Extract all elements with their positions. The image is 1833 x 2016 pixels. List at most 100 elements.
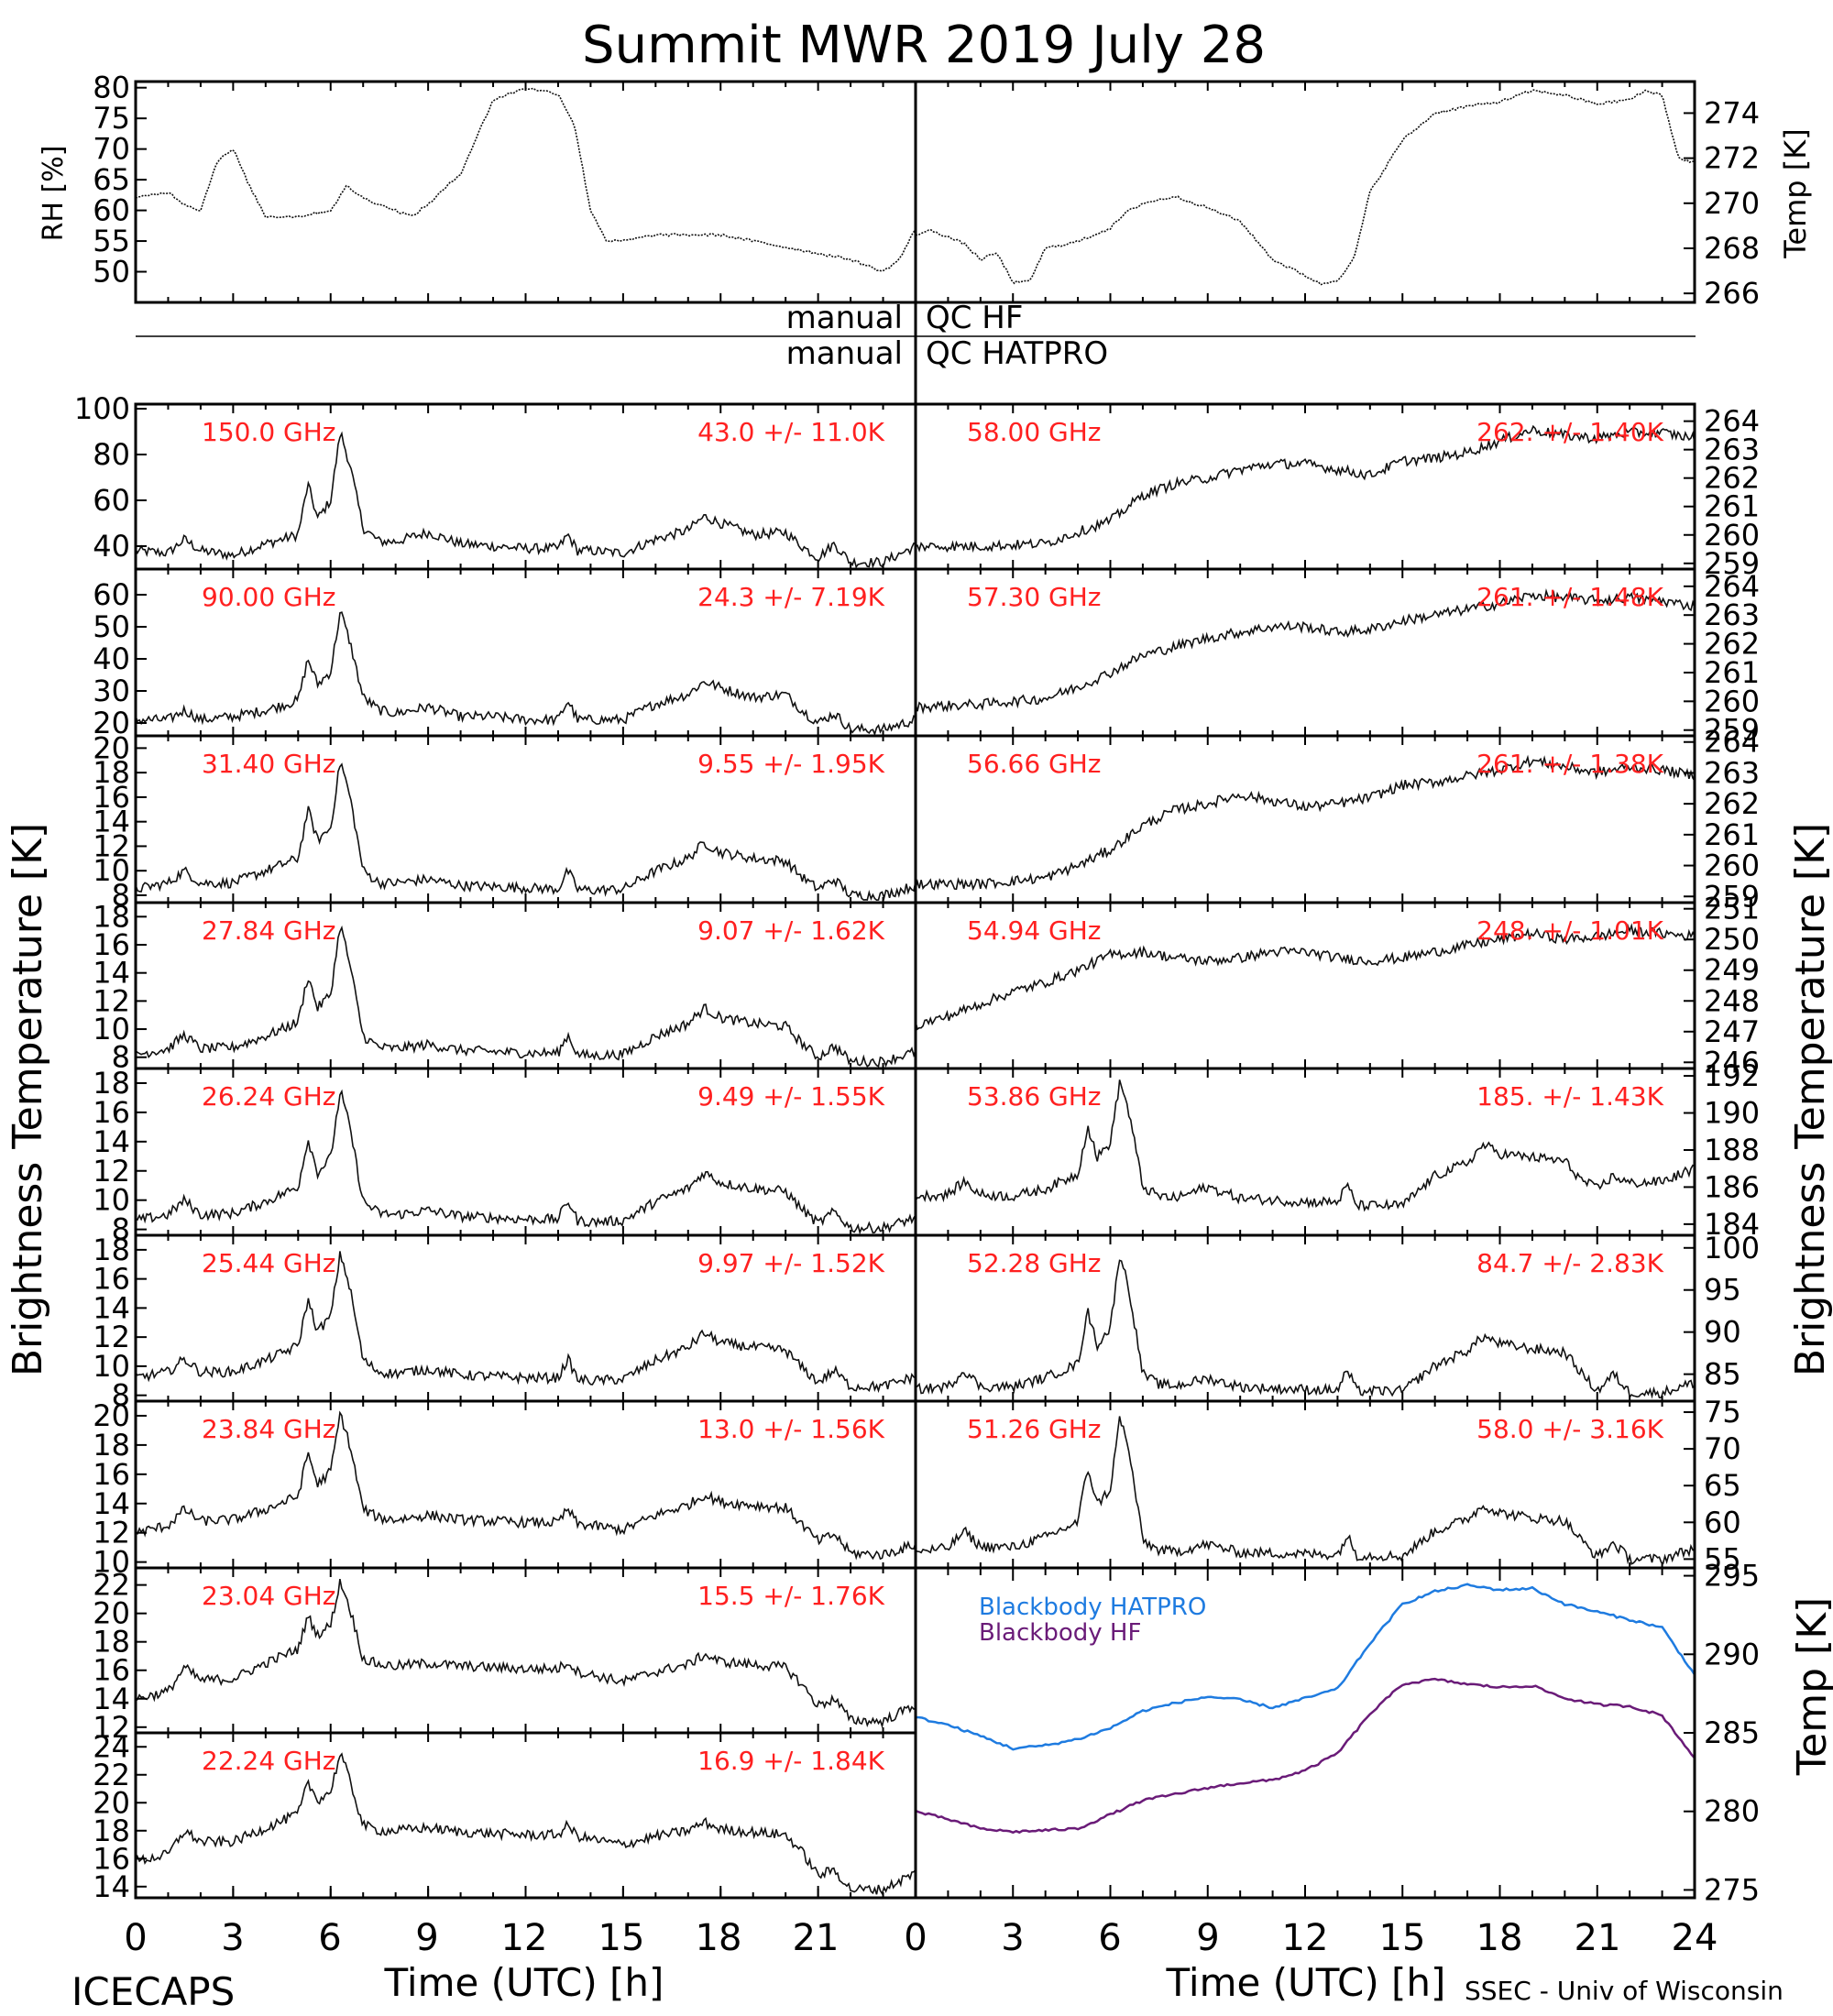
- y-tick-label: 186: [1704, 1169, 1760, 1204]
- y-tick-label: 20: [93, 1596, 130, 1631]
- y-tick-label: 18: [93, 1428, 130, 1463]
- y-tick-label: 16: [93, 1262, 130, 1297]
- x-tick-label: 0: [124, 1917, 147, 1959]
- data-trace: [135, 1089, 916, 1235]
- blackbody-line: [915, 1677, 1696, 1835]
- data-trace: [135, 1410, 916, 1561]
- y-tick-label: 14: [93, 1290, 130, 1325]
- y-tick-label: 261: [1704, 489, 1760, 524]
- data-trace: [135, 925, 916, 1068]
- channel-label: 58.00 GHz: [967, 417, 1102, 447]
- channel-label: 23.04 GHz: [202, 1581, 336, 1611]
- y-tick-label: 24: [93, 1729, 130, 1764]
- y-tick-label: 262: [1704, 627, 1760, 662]
- y-tick-label: 12: [93, 828, 130, 863]
- y-tick-label: 12: [93, 1154, 130, 1189]
- y-tick-label: 259: [1704, 546, 1760, 581]
- y-tick-label: 14: [93, 1486, 130, 1521]
- legend-label: Blackbody HATPRO: [979, 1594, 1206, 1621]
- y-tick-label: 266: [1704, 276, 1760, 311]
- channel-panel: 85 90 95 100 52.28 GHz 84.7 +/- 2.83K: [914, 1231, 1760, 1403]
- y-tick-label: 12: [93, 1320, 130, 1354]
- y-tick-label: 261: [1704, 655, 1760, 690]
- channel-label: 52.28 GHz: [967, 1248, 1102, 1278]
- y-tick-label: 10: [93, 853, 130, 888]
- data-trace: [915, 754, 1696, 892]
- y-tick-label: 275: [1704, 1872, 1760, 1907]
- y-tick-label: 60: [93, 577, 130, 612]
- channel-label: 22.24 GHz: [202, 1746, 336, 1776]
- y-tick-label: 263: [1704, 433, 1760, 467]
- y-tick-label: 90: [1704, 1315, 1741, 1350]
- y-tick-label: 246: [1704, 1045, 1760, 1079]
- y-tick-label: 260: [1704, 849, 1760, 883]
- y-tick-label: 16: [93, 780, 130, 815]
- channel-stats: 15.5 +/- 1.76K: [697, 1581, 884, 1611]
- y-tick-label: 280: [1704, 1794, 1760, 1829]
- data-trace: [135, 611, 916, 737]
- channel-label: 23.84 GHz: [202, 1414, 336, 1444]
- channel-label: 53.86 GHz: [967, 1081, 1102, 1112]
- x-tick-label: 6: [1098, 1917, 1121, 1959]
- data-trace: [135, 431, 916, 569]
- x-tick-label: 6: [318, 1917, 341, 1959]
- x-tick-label: 21: [793, 1917, 840, 1959]
- data-trace: [915, 89, 1696, 286]
- qc-hatpro-label: QC HATPRO: [926, 335, 1108, 372]
- qc-hf-manual-label: manual: [786, 300, 903, 336]
- y-tick-label: 270: [1704, 186, 1760, 221]
- data-trace: [135, 1251, 916, 1394]
- x-tick-label: 12: [501, 1917, 548, 1959]
- y-tick-label: 65: [1704, 1468, 1741, 1503]
- y-tick-label: 50: [93, 255, 130, 290]
- x-tick-label: 3: [221, 1917, 244, 1959]
- footer-left: ICECAPS: [71, 1969, 235, 2014]
- data-trace: [915, 923, 1696, 1031]
- y-tick-label: 100: [74, 391, 130, 426]
- x-tick-label: 18: [1476, 1917, 1523, 1959]
- footer-right: SSEC - Univ of Wisconsin: [1465, 1976, 1784, 2006]
- y-tick-label: 100: [1704, 1231, 1760, 1265]
- x-tick-label: 24: [1672, 1917, 1718, 1959]
- y-tick-label: 20: [93, 730, 130, 765]
- y-tick-label: 261: [1704, 817, 1760, 852]
- channel-stats: 84.7 +/- 2.83K: [1476, 1248, 1663, 1278]
- y-tick-label: 192: [1704, 1058, 1760, 1093]
- x-tick-label: 3: [1001, 1917, 1024, 1959]
- y-tick-label: 268: [1704, 231, 1760, 266]
- channel-stats: 261. +/- 1.48K: [1476, 582, 1663, 612]
- y-tick-label: 259: [1704, 879, 1760, 914]
- y-tick-label: 14: [93, 1869, 130, 1904]
- y-tick-label: 70: [93, 132, 130, 167]
- y-tick-label: 70: [1704, 1431, 1741, 1466]
- y-tick-label: 262: [1704, 786, 1760, 821]
- channel-stats: 185. +/- 1.43K: [1476, 1081, 1663, 1112]
- y-tick-label: 20: [93, 1785, 130, 1820]
- channel-stats: 43.0 +/- 11.0K: [697, 417, 884, 447]
- channel-stats: 9.49 +/- 1.55K: [697, 1081, 884, 1112]
- blackbody-line: [915, 1583, 1696, 1751]
- temp-axis-title-bottom: Temp [K]: [1789, 1597, 1833, 1776]
- y-tick-label: 16: [93, 1457, 130, 1492]
- y-tick-label: 249: [1704, 953, 1760, 988]
- y-tick-label: 18: [93, 899, 130, 934]
- y-tick-label: 247: [1704, 1014, 1760, 1049]
- y-tick-label: 8: [112, 1378, 130, 1413]
- data-trace: [915, 1416, 1696, 1565]
- channel-label: 31.40 GHz: [202, 749, 336, 779]
- x-tick-label: 0: [904, 1917, 927, 1959]
- y-tick-label: 80: [93, 71, 130, 105]
- data-trace: [135, 1578, 916, 1729]
- y-tick-label: 259: [1704, 713, 1760, 748]
- y-tick-label: 14: [93, 1682, 130, 1716]
- y-tick-label: 8: [112, 1212, 130, 1247]
- channel-stats: 9.97 +/- 1.52K: [697, 1248, 884, 1278]
- temp-axis-title-top: Temp [K]: [1778, 128, 1813, 258]
- y-tick-label: 18: [93, 755, 130, 790]
- y-tick-label: 95: [1704, 1273, 1741, 1308]
- channel-stats: 58.0 +/- 3.16K: [1476, 1414, 1663, 1444]
- channel-stats: 13.0 +/- 1.56K: [697, 1414, 884, 1444]
- x-tick-label: 9: [1196, 1917, 1219, 1959]
